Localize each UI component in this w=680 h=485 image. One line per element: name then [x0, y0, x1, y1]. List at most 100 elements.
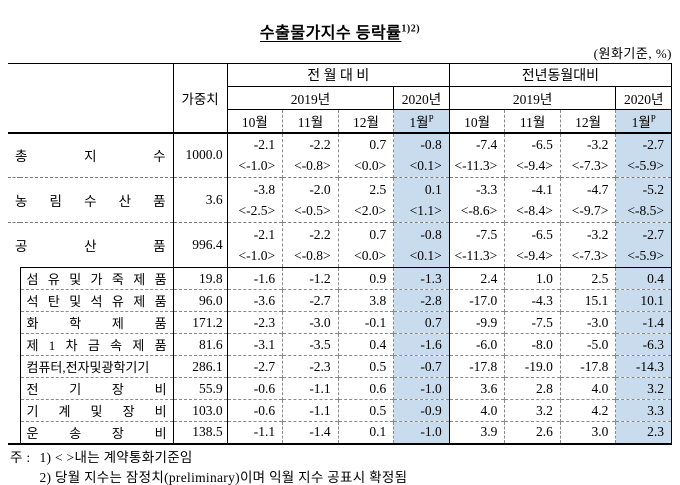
value-cell: -2.3 — [282, 355, 339, 378]
value-cell: -1.3 — [393, 267, 450, 290]
value-cell: -17.0 — [448, 289, 505, 312]
table-row-machinery: 기 계 및 장 비 103.0 -0.6 -1.1 0.5 -0.9 4.0 3… — [8, 399, 672, 422]
value-cell: -5.2 <-8.5> — [615, 177, 672, 223]
value-cell: 0.5 — [337, 399, 394, 422]
value-cell: -0.6 — [226, 399, 283, 422]
row-weight: 103.0 — [172, 399, 228, 422]
value-cell: -6.3 — [615, 333, 672, 356]
table-row-coal-petroleum: 석 탄 및 석 유 제 품 96.0 -3.6 -2.7 3.8 -2.8 -1… — [8, 289, 672, 312]
row-label: 총 지 수 — [15, 149, 166, 165]
value-cell: -0.7 — [393, 355, 450, 378]
month-label: 1월 — [409, 114, 429, 130]
value-cell: -17.8 — [559, 355, 616, 378]
value-cell: -3.8 <-2.5> — [226, 177, 283, 223]
title-footnote-marker: 1)2) — [401, 23, 421, 35]
row-weight: 55.9 — [172, 377, 228, 400]
value-cell: 2.3 — [615, 421, 672, 444]
month-header: 12월 — [337, 109, 394, 134]
value-cell: 0.7 — [393, 311, 450, 334]
table-row-textile-leather: 섬 유 및 가 죽 제 품 19.8 -1.6 -1.2 0.9 -1.3 2.… — [8, 267, 672, 290]
indent-gutter — [8, 378, 20, 400]
value-cell: 2.5 — [559, 267, 616, 290]
value-cell: 1.0 — [504, 267, 561, 290]
value-cell: -2.3 — [226, 311, 283, 334]
value-cell: 0.7 <0.0> — [337, 132, 394, 178]
value-cell: -1.1 — [282, 377, 339, 400]
row-label: 운 송 장 비 — [19, 421, 174, 444]
row-label: 제 1 차 금 속 제 품 — [19, 333, 174, 356]
value-cell: -2.7 — [226, 355, 283, 378]
table-row-transport-equipment: 운 송 장 비 138.5 -1.1 -1.4 0.1 -1.0 3.9 2.6… — [8, 421, 672, 444]
row-label: 컴퓨터,전자및광학기기 — [19, 355, 174, 378]
value-cell: -8.0 — [504, 333, 561, 356]
value-cell: -2.7 <-5.9> — [615, 222, 672, 268]
value-cell: -7.4 <-11.3> — [448, 132, 505, 178]
value-cell: -0.8 <0.1> — [393, 222, 450, 268]
month-header: 10월 — [226, 109, 283, 134]
value-cell: 3.0 — [559, 421, 616, 444]
table-row-chemical: 화 학 제 품 171.2 -2.3 -3.0 -0.1 0.7 -9.9 -7… — [8, 311, 672, 334]
value-cell: 10.1 — [615, 289, 672, 312]
value-cell: -3.0 — [559, 311, 616, 334]
row-weight: 19.8 — [172, 267, 228, 290]
footnote-list: 1) < >내는 계약통화기준임 2) 당월 지수는 잠정치(prelimina… — [39, 448, 407, 485]
page-title: 수출물가지수 등락률1)2) — [260, 19, 420, 43]
value-cell: -1.4 — [282, 421, 339, 444]
indent-gutter — [8, 312, 20, 334]
value-cell: -2.1 <-1.0> — [226, 132, 283, 178]
value-cell: -7.5 — [504, 311, 561, 334]
row-weight: 171.2 — [172, 311, 228, 334]
indent-gutter — [8, 290, 20, 312]
indent-gutter — [8, 422, 20, 444]
value-cell: -3.5 — [282, 333, 339, 356]
header-row-groups: 가중치 전 월 대 비 전년동월대비 — [8, 63, 672, 134]
table-row-manufactured: 공 산 품 996.4 -2.1 <-1.0> -2.2 <-0.8> 0.7 <0.… — [8, 222, 672, 268]
footnote-prefix: 주 : — [10, 450, 31, 465]
indent-gutter — [8, 356, 20, 378]
value-cell: -14.3 — [615, 355, 672, 378]
year-header-2020: 2020년 — [393, 86, 450, 110]
month-header: 10월 — [448, 109, 505, 134]
value-cell: -2.8 — [393, 289, 450, 312]
value-cell: 4.2 — [559, 399, 616, 422]
year-header-2019: 2019년 — [448, 86, 616, 110]
row-weight: 96.0 — [172, 289, 228, 312]
header-row-months: 10월 11월 12월 1월P 10월 11월 12월 1월P — [8, 109, 672, 134]
table-row-agriculture: 농 림 수 산 품 3.6 -3.8 <-2.5> -2.0 <-0.5> 2.5 <… — [8, 177, 672, 223]
value-cell: -3.0 — [282, 311, 339, 334]
footnotes: 주 : 1) < >내는 계약통화기준임 2) 당월 지수는 잠정치(preli… — [10, 448, 407, 485]
value-cell: -1.1 — [282, 399, 339, 422]
row-label: 기 계 및 장 비 — [19, 399, 174, 422]
value-cell: 0.1 <1.1> — [393, 177, 450, 223]
value-cell: 15.1 — [559, 289, 616, 312]
row-label: 공 산 품 — [8, 222, 174, 268]
value-cell: -0.8 <0.1> — [393, 132, 450, 178]
row-weight: 996.4 — [172, 222, 228, 268]
indent-gutter — [8, 334, 20, 356]
value-cell: 3.3 — [615, 399, 672, 422]
value-cell: -4.1 <-8.4> — [504, 177, 561, 223]
value-cell: 2.6 — [504, 421, 561, 444]
row-label: 전 기 장 비 — [19, 377, 174, 400]
row-label: 섬 유 및 가 죽 제 품 — [19, 267, 174, 290]
value-cell: -7.5 <-11.3> — [448, 222, 505, 268]
value-cell: -17.8 — [448, 355, 505, 378]
value-cell: 2.5 <2.0> — [337, 177, 394, 223]
value-cell: -1.2 — [282, 267, 339, 290]
row-weight: 286.1 — [172, 355, 228, 378]
value-cell: -3.2 <-7.3> — [559, 222, 616, 268]
value-cell: -4.7 <-9.7> — [559, 177, 616, 223]
value-cell: -0.1 — [337, 311, 394, 334]
value-cell: 4.0 — [559, 377, 616, 400]
value-cell: -6.5 <-9.4> — [504, 222, 561, 268]
preliminary-mark: P — [428, 113, 434, 124]
table-row-computer-electronics: 컴퓨터,전자및광학기기 286.1 -2.7 -2.3 0.5 -0.7 -17… — [8, 355, 672, 378]
value-cell: -2.2 <-0.8> — [282, 222, 339, 268]
group-header-yoy: 전년동월대비 — [448, 63, 672, 87]
value-cell: 0.1 — [337, 421, 394, 444]
row-label: 화 학 제 품 — [19, 311, 174, 334]
value-cell: 2.4 — [448, 267, 505, 290]
value-cell: 0.9 — [337, 267, 394, 290]
value-cell: -5.0 — [559, 333, 616, 356]
value-cell: -3.2 <-7.3> — [559, 132, 616, 178]
